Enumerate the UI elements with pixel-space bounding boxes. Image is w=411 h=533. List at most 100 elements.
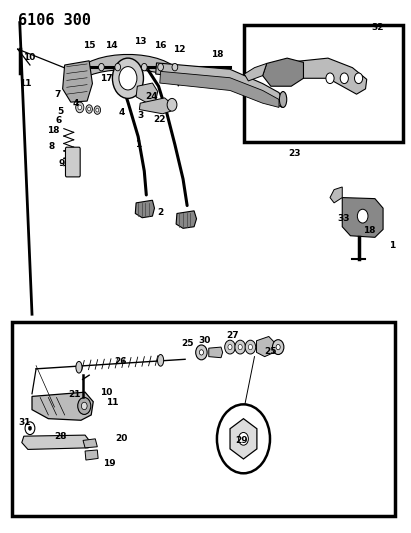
Circle shape bbox=[340, 73, 349, 84]
Circle shape bbox=[326, 73, 334, 84]
Circle shape bbox=[357, 209, 368, 223]
Text: 22: 22 bbox=[154, 115, 166, 124]
Polygon shape bbox=[256, 336, 275, 357]
Text: 9: 9 bbox=[59, 159, 65, 168]
Circle shape bbox=[88, 107, 91, 111]
Text: 4: 4 bbox=[119, 108, 125, 117]
Text: 10: 10 bbox=[101, 388, 113, 397]
Ellipse shape bbox=[157, 354, 164, 366]
Text: 18: 18 bbox=[212, 50, 224, 59]
Circle shape bbox=[113, 58, 143, 99]
Text: 3: 3 bbox=[137, 111, 143, 120]
Text: 30: 30 bbox=[198, 336, 210, 345]
Text: 16: 16 bbox=[155, 42, 167, 51]
Text: 15: 15 bbox=[83, 42, 95, 51]
Polygon shape bbox=[139, 98, 173, 114]
Circle shape bbox=[217, 405, 270, 473]
Circle shape bbox=[235, 340, 245, 354]
Polygon shape bbox=[156, 63, 283, 108]
Circle shape bbox=[78, 398, 91, 415]
Polygon shape bbox=[75, 54, 181, 86]
Polygon shape bbox=[263, 58, 303, 86]
Text: 26: 26 bbox=[114, 358, 127, 367]
Polygon shape bbox=[160, 71, 279, 108]
Text: 31: 31 bbox=[19, 418, 31, 427]
Text: 29: 29 bbox=[235, 436, 248, 445]
Circle shape bbox=[96, 108, 99, 112]
Text: 14: 14 bbox=[105, 42, 118, 51]
Circle shape bbox=[115, 63, 120, 71]
Text: 13: 13 bbox=[134, 37, 146, 46]
Polygon shape bbox=[330, 187, 342, 203]
Circle shape bbox=[28, 426, 32, 430]
Polygon shape bbox=[287, 58, 367, 94]
Polygon shape bbox=[176, 211, 196, 228]
Circle shape bbox=[238, 344, 242, 350]
Circle shape bbox=[225, 340, 236, 354]
Text: 1: 1 bbox=[135, 140, 141, 149]
Polygon shape bbox=[83, 439, 97, 448]
Text: 7: 7 bbox=[55, 90, 61, 99]
Text: 1: 1 bbox=[389, 241, 396, 250]
Circle shape bbox=[119, 67, 137, 90]
Circle shape bbox=[276, 344, 280, 350]
Bar bbox=[12, 322, 395, 516]
Circle shape bbox=[158, 63, 164, 71]
Polygon shape bbox=[244, 63, 267, 81]
Circle shape bbox=[199, 350, 203, 355]
Text: 6: 6 bbox=[55, 116, 62, 125]
Text: 12: 12 bbox=[173, 45, 185, 54]
Circle shape bbox=[272, 340, 284, 354]
Text: 28: 28 bbox=[54, 432, 67, 441]
Polygon shape bbox=[32, 392, 93, 420]
Ellipse shape bbox=[279, 92, 287, 108]
Text: 32: 32 bbox=[372, 23, 384, 33]
Circle shape bbox=[94, 106, 101, 114]
Circle shape bbox=[167, 99, 177, 111]
Text: 19: 19 bbox=[103, 459, 116, 469]
Text: 18: 18 bbox=[47, 126, 60, 135]
Circle shape bbox=[355, 73, 363, 84]
Text: 10: 10 bbox=[23, 53, 35, 62]
Text: 24: 24 bbox=[145, 92, 158, 101]
Text: 11: 11 bbox=[19, 79, 31, 88]
Text: 2: 2 bbox=[157, 208, 164, 217]
Polygon shape bbox=[22, 435, 89, 449]
Circle shape bbox=[141, 63, 147, 71]
Text: 25: 25 bbox=[265, 347, 277, 356]
Text: 6106 300: 6106 300 bbox=[18, 13, 91, 28]
Polygon shape bbox=[136, 83, 158, 103]
Circle shape bbox=[86, 105, 92, 114]
Circle shape bbox=[172, 63, 178, 71]
Circle shape bbox=[228, 344, 232, 350]
Polygon shape bbox=[135, 200, 155, 217]
FancyBboxPatch shape bbox=[65, 147, 80, 177]
Text: 17: 17 bbox=[100, 74, 113, 83]
Text: 27: 27 bbox=[226, 331, 239, 340]
Circle shape bbox=[196, 345, 207, 360]
Text: 11: 11 bbox=[106, 398, 119, 407]
Text: 5: 5 bbox=[58, 107, 64, 116]
Circle shape bbox=[99, 63, 104, 71]
Circle shape bbox=[81, 402, 87, 410]
Text: 21: 21 bbox=[68, 390, 80, 399]
Ellipse shape bbox=[76, 361, 82, 373]
Polygon shape bbox=[85, 450, 98, 460]
Text: 33: 33 bbox=[337, 214, 350, 223]
Text: 18: 18 bbox=[363, 226, 375, 235]
Text: 23: 23 bbox=[288, 149, 301, 158]
Polygon shape bbox=[62, 61, 92, 102]
Circle shape bbox=[238, 432, 248, 445]
Text: 20: 20 bbox=[115, 434, 128, 443]
Bar bbox=[244, 25, 404, 142]
Circle shape bbox=[248, 344, 252, 350]
Circle shape bbox=[25, 422, 35, 434]
Polygon shape bbox=[342, 198, 383, 237]
Text: 8: 8 bbox=[48, 142, 54, 151]
Circle shape bbox=[76, 102, 84, 113]
Polygon shape bbox=[230, 419, 257, 459]
Polygon shape bbox=[209, 347, 223, 358]
Text: 25: 25 bbox=[181, 339, 194, 348]
Circle shape bbox=[78, 105, 82, 110]
Circle shape bbox=[245, 340, 256, 354]
